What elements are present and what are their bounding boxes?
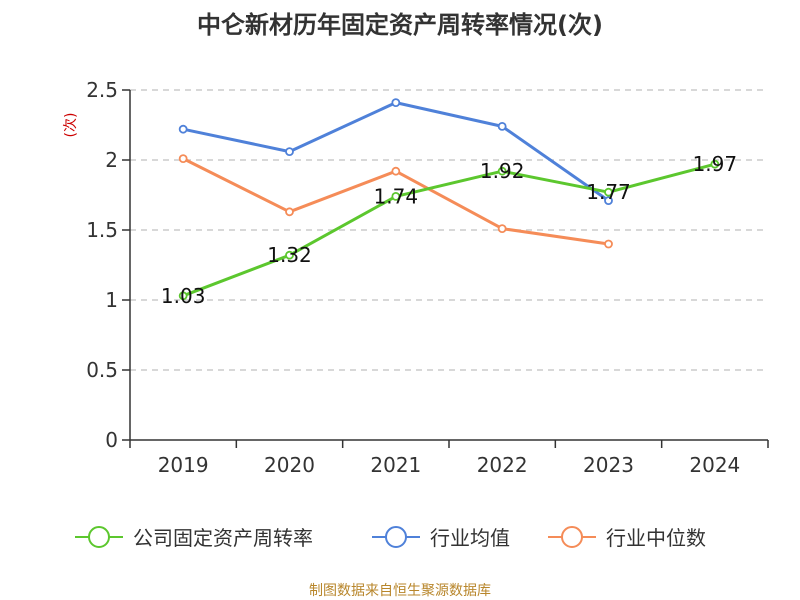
data-point (285, 250, 294, 260)
data-label: 1.03 (161, 284, 206, 308)
data-point (285, 207, 294, 217)
legend-item[interactable]: 行业均值 (372, 526, 510, 550)
data-point (497, 224, 507, 234)
data-point (604, 187, 613, 197)
data-point (391, 191, 401, 201)
chart-title: 中仑新材历年固定资产周转率情况(次) (197, 11, 603, 39)
x-tick-label: 2022 (477, 453, 528, 477)
data-label: 1.77 (586, 180, 631, 204)
series-line (182, 162, 716, 298)
y-tick-label: 1.5 (86, 218, 118, 242)
data-labels: 1.03 1.32 1.74 1.92 1.77 1.97 (161, 152, 737, 308)
data-label: 1.74 (374, 184, 419, 208)
data-point (285, 147, 294, 157)
legend-swatch-marker (88, 526, 110, 548)
x-tick-label: 2021 (370, 453, 421, 477)
y-tick-label: 1 (105, 288, 118, 312)
data-point (604, 239, 613, 249)
y-axis-label: (次) (63, 113, 79, 138)
legend-item[interactable]: 行业中位数 (548, 526, 706, 550)
legend-label: 行业中位数 (606, 526, 706, 550)
data-point (178, 154, 188, 164)
data-label: 1.32 (267, 243, 312, 267)
data-point (497, 122, 507, 131)
data-point (604, 196, 613, 206)
x-tick-label: 2020 (264, 453, 315, 477)
axes: 0 0.5 1 1.5 2 2.5 2019 2020 2021 2022 2023 2024 (86, 78, 769, 477)
y-tick-label: 0 (105, 428, 118, 452)
data-label: 1.97 (693, 152, 738, 176)
x-tick-label: 2019 (158, 453, 209, 477)
data-point (497, 166, 507, 176)
data-point (710, 159, 720, 169)
x-tick-label: 2024 (689, 453, 740, 477)
data-point (178, 291, 188, 301)
x-tick-label: 2023 (583, 453, 634, 477)
legend-swatch-marker (561, 526, 583, 548)
legend-item[interactable]: 公司固定资产周转率 (75, 526, 313, 550)
data-point (178, 124, 188, 134)
legend-swatch-marker (385, 526, 407, 548)
y-tick-label: 2 (105, 148, 118, 172)
y-tick-label: 0.5 (86, 358, 118, 382)
data-point (391, 98, 401, 107)
y-tick-label: 2.5 (86, 78, 118, 102)
grid (130, 89, 768, 371)
series (178, 98, 720, 301)
legend-label: 行业均值 (430, 526, 510, 550)
legend-label: 公司固定资产周转率 (133, 526, 313, 550)
data-label: 1.92 (480, 159, 525, 183)
data-point (391, 166, 401, 176)
legend[interactable]: 公司固定资产周转率 行业均值 行业中位数 (75, 526, 706, 550)
source-note: 制图数据来自恒生聚源数据库 (309, 583, 491, 599)
